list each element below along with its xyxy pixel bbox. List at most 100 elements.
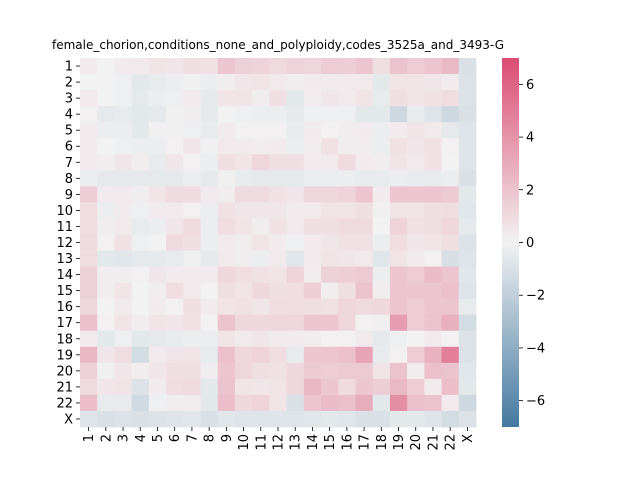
row-tick-label: X [64,412,73,427]
heatmap-cell [131,234,150,251]
heatmap-cell [372,74,391,91]
heatmap-cell [200,298,219,316]
heatmap-cell [166,362,184,380]
heatmap-cell [80,218,98,235]
heatmap-cell [80,266,98,284]
heatmap-cell [286,250,305,267]
heatmap-cell [441,202,460,219]
heatmap-cell [303,378,322,396]
heatmap-cell [80,90,98,107]
heatmap-cell [407,58,425,75]
heatmap-cell [441,154,460,171]
heatmap-cell [269,250,288,267]
heatmap-cell [303,266,322,284]
heatmap-cell [286,282,305,300]
heatmap-cell [114,346,133,364]
column-tick-label: 4 [134,434,149,442]
chart-title: female_chorion,conditions_none_and_polyp… [52,38,504,52]
heatmap-cell [389,122,408,139]
heatmap-cell [200,266,219,284]
heatmap-cell [217,58,236,75]
heatmap-cell [217,394,236,412]
heatmap-cell [269,138,288,155]
heatmap-cell [131,170,150,187]
heatmap-cell [321,250,339,267]
row-tick-label: 11 [56,220,73,235]
heatmap-cell [321,234,339,251]
heatmap-cell [217,234,236,251]
heatmap-cell [234,74,253,91]
heatmap-cell [234,394,253,412]
heatmap-cell [269,234,288,251]
heatmap-cell [321,410,339,428]
heatmap-cell [321,346,339,364]
heatmap-cell [217,170,236,187]
heatmap-cell [372,186,391,203]
heatmap-cell [424,202,442,219]
heatmap-cell [458,330,477,348]
heatmap-cell [148,410,167,428]
heatmap-cell [252,74,270,91]
heatmap-cell [252,58,270,75]
heatmap-cell [97,154,115,171]
heatmap-cell [114,106,133,123]
heatmap-cell [321,298,339,316]
heatmap-cell [183,234,201,251]
heatmap-cell [407,202,425,219]
heatmap-cell [200,362,219,380]
heatmap-cell [217,362,236,380]
heatmap-cell [114,378,133,396]
heatmap-cell [80,234,98,251]
row-tick-label: 17 [56,316,73,331]
heatmap-cell [424,378,442,396]
heatmap-cell [131,186,150,203]
heatmap-cell [234,186,253,203]
heatmap-cell [183,186,201,203]
heatmap-cell [338,282,356,300]
heatmap-cell [441,234,460,251]
heatmap-cell [355,74,374,91]
heatmap-cell [97,234,115,251]
heatmap-cell [458,410,477,428]
heatmap-cell [355,122,374,139]
column-tick-labels: 1 2 3 4 5 6 7 8 9 10 11 12 13 14 15 16 17 18 19 20 21 22 X [82,427,476,451]
heatmap-cell [372,202,391,219]
heatmap-cell [234,282,253,300]
heatmap-cell [321,154,339,171]
heatmap-cell [269,202,288,219]
heatmap-cell [148,282,167,300]
heatmap-cell [355,234,374,251]
heatmap-cell [372,378,391,396]
heatmap-cell [80,330,98,348]
heatmap-cell [286,122,305,139]
heatmap-cell [286,186,305,203]
column-tick-label: 18 [375,434,390,451]
heatmap-cell [131,346,150,364]
heatmap-cell [80,170,98,187]
heatmap-cell [183,266,201,284]
heatmap-cell [338,234,356,251]
row-tick-label: 5 [65,124,73,139]
heatmap-cell [372,330,391,348]
heatmap-cell [407,282,425,300]
heatmap-cell [372,122,391,139]
heatmap-cell [321,394,339,412]
heatmap-cell [131,122,150,139]
column-tick-label: 21 [426,434,441,451]
heatmap-cell [217,218,236,235]
heatmap-cell [97,266,115,284]
heatmap-cell [131,74,150,91]
heatmap-cell [217,378,236,396]
heatmap-cell [183,330,201,348]
heatmap-cell [234,266,253,284]
heatmap-cell [97,170,115,187]
heatmap-cell [183,58,201,75]
heatmap-cell [286,58,305,75]
heatmap-cell [166,330,184,348]
heatmap-cell [131,90,150,107]
row-tick-label: 1 [65,60,73,75]
heatmap-cell [321,186,339,203]
heatmap-cell [166,138,184,155]
heatmap-cell [114,186,133,203]
heatmap-cell [148,250,167,267]
